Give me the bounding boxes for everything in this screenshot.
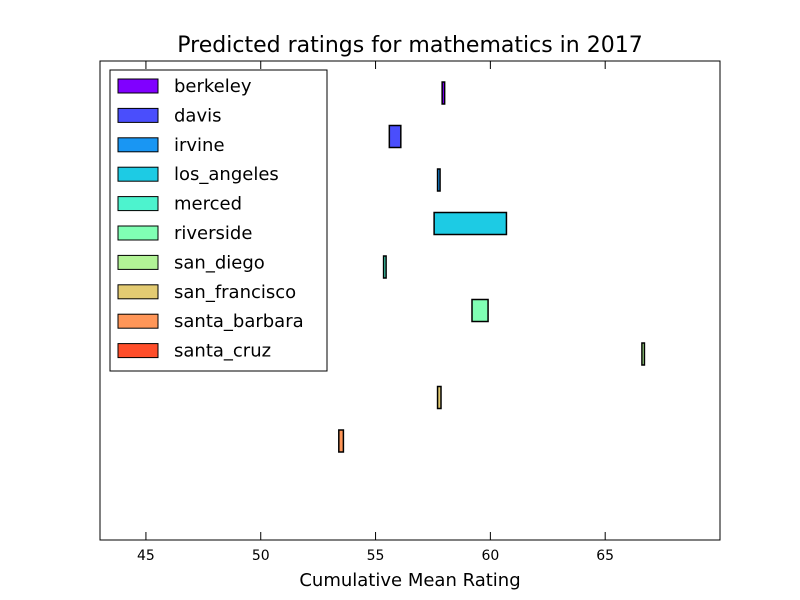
legend-label: los_angeles	[174, 164, 279, 185]
bar-riverside	[471, 298, 489, 323]
x-tick-label: 65	[596, 548, 614, 564]
legend-swatch	[117, 225, 159, 241]
bar-irvine	[436, 168, 441, 192]
x-tick-label: 50	[252, 548, 270, 564]
bar-berkeley	[441, 81, 446, 105]
legend-entry-berkeley: berkeley	[117, 76, 252, 97]
legend-swatch	[117, 137, 159, 153]
x-axis-label: Cumulative Mean Rating	[299, 570, 520, 591]
legend-label: merced	[174, 194, 242, 215]
legend-label: santa_barbara	[174, 311, 304, 332]
legend-swatch	[117, 196, 159, 212]
bar-merced	[382, 255, 387, 279]
x-tick-label: 55	[367, 548, 385, 564]
bars-layer	[338, 81, 646, 453]
bar-davis	[388, 124, 402, 149]
legend-swatch	[117, 343, 159, 359]
legend-entry-riverside: riverside	[117, 223, 252, 244]
bar-los-angeles	[433, 211, 508, 236]
legend-swatch	[117, 166, 159, 182]
legend-label: davis	[174, 105, 222, 126]
x-tick-label: 60	[481, 548, 499, 564]
legend-entry-davis: davis	[117, 105, 222, 126]
bar-san-diego	[641, 342, 646, 366]
legend-swatch	[117, 254, 159, 270]
chart-title: Predicted ratings for mathematics in 201…	[177, 33, 642, 58]
legend-entry-irvine: irvine	[117, 135, 225, 156]
legend-label: berkeley	[174, 76, 252, 97]
legend-entry-santa-cruz: santa_cruz	[117, 341, 271, 362]
legend-swatch	[117, 107, 159, 123]
legend-label: san_diego	[174, 252, 265, 273]
legend-entry-san-francisco: san_francisco	[117, 282, 296, 303]
bar-san-francisco	[436, 385, 442, 410]
legend-swatch	[117, 78, 159, 94]
legend-label: riverside	[174, 223, 252, 244]
legend-swatch	[117, 313, 159, 329]
legend-entry-merced: merced	[117, 194, 242, 215]
bar-santa-barbara	[338, 429, 345, 453]
legend-swatch	[117, 284, 159, 300]
x-tick-label: 45	[137, 548, 155, 564]
legend-entry-los-angeles: los_angeles	[117, 164, 279, 185]
legend-entry-san-diego: san_diego	[117, 252, 265, 273]
plot-area-frame	[99, 60, 721, 541]
legend-label: irvine	[174, 135, 225, 156]
x-axis: 45 50 55 60 65	[137, 61, 614, 564]
legend-entry-santa-barbara: santa_barbara	[117, 311, 304, 332]
legend-label: santa_cruz	[174, 341, 271, 362]
legend-label: san_francisco	[174, 282, 296, 303]
